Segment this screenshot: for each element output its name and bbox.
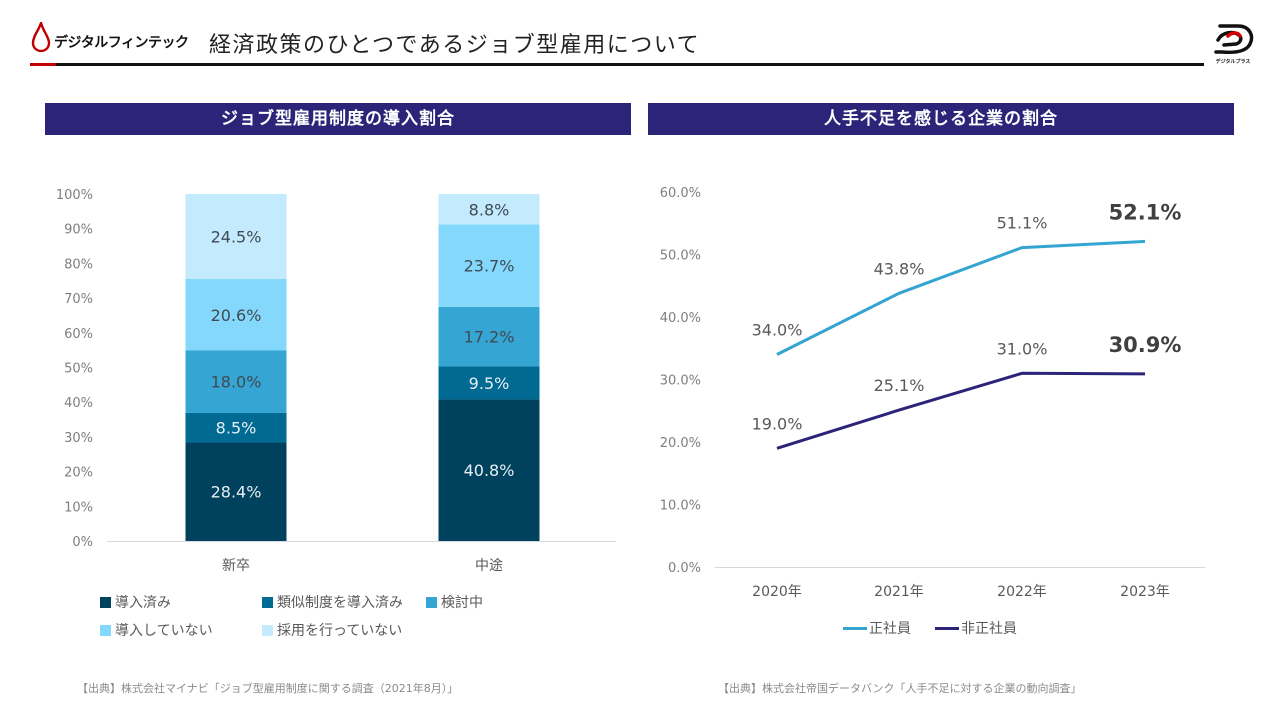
line-legend-item: 非正社員 bbox=[935, 618, 1017, 638]
bar-data-label: 9.5% bbox=[469, 374, 510, 393]
title-divider-accent bbox=[30, 63, 56, 66]
bar-legend-item: 類似制度を導入済み bbox=[262, 592, 403, 612]
bar-y-tick-label: 90% bbox=[64, 223, 93, 238]
bar-legend-item: 導入済み bbox=[100, 592, 171, 612]
bar-legend-item: 導入していない bbox=[100, 620, 213, 640]
bar-segment bbox=[185, 412, 287, 443]
bar-legend-item: 採用を行っていない bbox=[262, 620, 402, 640]
bar-y-tick-label: 80% bbox=[64, 257, 93, 272]
bar-y-tick-label: 20% bbox=[64, 466, 93, 481]
legend-swatch-icon bbox=[262, 624, 273, 636]
bar-data-label: 17.2% bbox=[464, 328, 515, 347]
labor-shortage-header: 人手不足を感じる企業の割合 bbox=[648, 103, 1234, 135]
bar-y-tick-label: 70% bbox=[64, 292, 93, 307]
source-citation-right: 【出典】株式会社帝国データバンク「人手不足に対する企業の動向調査」 bbox=[718, 682, 1082, 695]
bar-legend-label: 類似制度を導入済み bbox=[277, 595, 403, 611]
bar-x-tick-label: 新卒 bbox=[222, 558, 250, 574]
source-citation-left: 【出典】株式会社マイナビ「ジョブ型雇用制度に関する調査（2021年8月）」 bbox=[77, 682, 459, 695]
bar-segment bbox=[185, 279, 287, 351]
bar-segment bbox=[185, 442, 287, 541]
bar-y-tick-label: 100% bbox=[56, 188, 93, 203]
bar-data-label: 40.8% bbox=[464, 461, 515, 480]
line-legend-label: 正社員 bbox=[869, 621, 911, 637]
bar-data-label: 20.6% bbox=[211, 306, 262, 325]
flame-drop-icon bbox=[31, 22, 51, 52]
brand-name-right: デジタルプラス bbox=[1215, 59, 1251, 65]
bar-segment bbox=[438, 224, 540, 307]
bar-y-tick-label: 40% bbox=[64, 396, 93, 411]
job-type-adoption-header: ジョブ型雇用制度の導入割合 bbox=[45, 103, 631, 135]
bar-data-label: 28.4% bbox=[211, 483, 262, 502]
bar-y-tick-label: 10% bbox=[64, 500, 93, 515]
bar-data-label: 8.8% bbox=[469, 200, 510, 219]
bar-segment bbox=[185, 350, 287, 413]
bar-legend-label: 導入していない bbox=[115, 623, 213, 639]
bar-y-tick-label: 50% bbox=[64, 362, 93, 377]
bar-x-tick-label: 中途 bbox=[475, 557, 503, 574]
digital-fintech-logo: デジタルフィンテック bbox=[28, 20, 208, 60]
bar-legend-item: 検討中 bbox=[426, 592, 483, 612]
bar-legend-label: 採用を行っていない bbox=[277, 623, 403, 639]
line-legend-item: 正社員 bbox=[843, 618, 911, 638]
bar-y-tick-label: 30% bbox=[64, 431, 93, 446]
bar-data-label: 18.0% bbox=[211, 373, 262, 392]
legend-line-icon bbox=[935, 626, 959, 630]
legend-line-icon bbox=[843, 626, 867, 630]
digital-plus-logo: デジタルプラス bbox=[1208, 20, 1258, 68]
bar-segment bbox=[185, 194, 287, 280]
bar-data-label: 8.5% bbox=[216, 419, 257, 438]
bar-segment bbox=[438, 399, 540, 541]
title-divider bbox=[30, 63, 1204, 66]
legend-swatch-icon bbox=[426, 596, 437, 608]
bar-data-label: 23.7% bbox=[464, 257, 515, 276]
page-title: 経済政策のひとつであるジョブ型雇用について bbox=[209, 33, 701, 58]
legend-swatch-icon bbox=[100, 624, 111, 636]
bar-data-label: 24.5% bbox=[211, 228, 262, 247]
bar-y-tick-label: 0% bbox=[72, 535, 93, 550]
digital-plus-mark-icon bbox=[1214, 24, 1254, 55]
line-legend-label: 非正社員 bbox=[961, 621, 1017, 637]
bar-y-tick-label: 60% bbox=[64, 327, 93, 342]
bar-segment bbox=[438, 194, 540, 225]
bar-segment bbox=[438, 306, 540, 367]
legend-swatch-icon bbox=[262, 596, 273, 608]
bar-segment bbox=[438, 366, 540, 400]
brand-name-left: デジタルフィンテック bbox=[54, 35, 189, 51]
bar-legend-label: 導入済み bbox=[115, 595, 171, 611]
bar-legend-label: 検討中 bbox=[441, 595, 483, 611]
legend-swatch-icon bbox=[100, 596, 111, 608]
